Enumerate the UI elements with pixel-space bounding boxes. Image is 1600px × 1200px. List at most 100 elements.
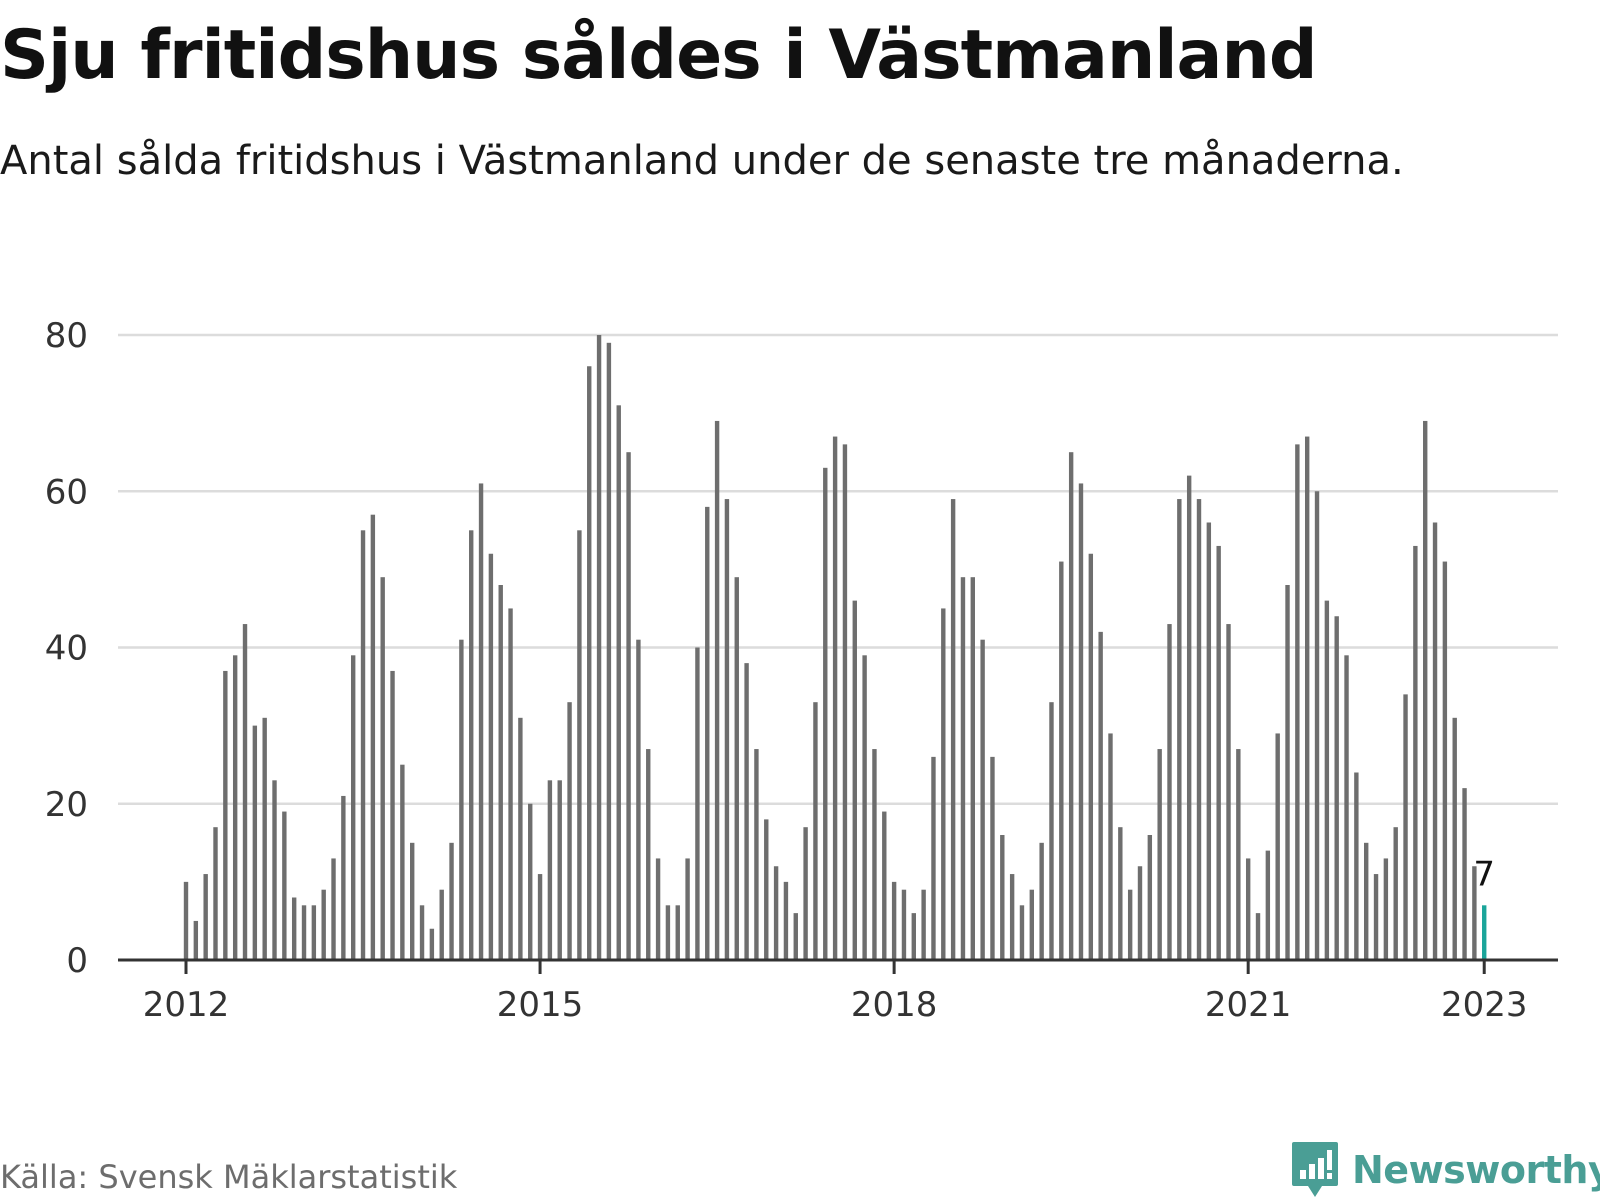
bar bbox=[360, 530, 366, 960]
bar bbox=[1462, 788, 1467, 960]
bar bbox=[1275, 733, 1280, 960]
bar bbox=[783, 881, 789, 960]
bar bbox=[232, 655, 238, 960]
bar bbox=[1285, 585, 1290, 960]
bar bbox=[1452, 717, 1457, 960]
bar bbox=[793, 913, 798, 960]
bar bbox=[1383, 858, 1389, 960]
x-tick-label: 2018 bbox=[851, 985, 938, 1025]
bar bbox=[675, 905, 680, 960]
bar bbox=[439, 889, 444, 960]
bar bbox=[1423, 420, 1428, 960]
bar bbox=[1059, 561, 1064, 960]
bar bbox=[213, 827, 218, 960]
bar bbox=[990, 756, 995, 960]
bar bbox=[1206, 522, 1212, 960]
bar bbox=[970, 577, 975, 960]
bar bbox=[380, 577, 385, 960]
bar bbox=[390, 670, 395, 960]
bar bbox=[891, 881, 897, 960]
bar bbox=[1245, 858, 1251, 960]
bar bbox=[744, 663, 749, 960]
bar bbox=[1236, 749, 1241, 960]
bar bbox=[980, 639, 985, 960]
bar bbox=[901, 889, 907, 960]
bar bbox=[1324, 600, 1330, 960]
bar bbox=[803, 827, 808, 960]
x-tick-label: 2015 bbox=[497, 985, 584, 1025]
bar bbox=[685, 858, 690, 960]
bar bbox=[341, 795, 346, 960]
bar bbox=[478, 483, 484, 960]
bar bbox=[223, 670, 228, 960]
bar bbox=[1196, 499, 1202, 960]
bar bbox=[1068, 452, 1074, 960]
bar bbox=[1295, 444, 1300, 960]
bar bbox=[950, 499, 956, 960]
bar bbox=[488, 553, 494, 960]
labels: 0 20 40 60 80 2012 2015 2018 2021 2023 7 bbox=[45, 316, 1528, 1025]
bar bbox=[813, 702, 818, 960]
bar bbox=[941, 608, 946, 960]
bar bbox=[1137, 866, 1143, 960]
bar bbox=[518, 717, 523, 960]
bar bbox=[596, 335, 602, 960]
bar bbox=[1019, 905, 1025, 960]
bar bbox=[193, 920, 199, 960]
bar bbox=[498, 585, 503, 960]
bar bbox=[1216, 545, 1221, 960]
bar bbox=[705, 506, 710, 960]
bar bbox=[1442, 561, 1448, 960]
y-tick-label: 0 bbox=[66, 941, 88, 981]
bar bbox=[1167, 624, 1172, 960]
y-tick-label: 40 bbox=[45, 629, 88, 669]
bar bbox=[911, 913, 916, 960]
bar bbox=[1029, 889, 1035, 960]
bar bbox=[459, 639, 464, 960]
bar bbox=[1186, 475, 1192, 960]
bar bbox=[410, 842, 415, 960]
bar bbox=[616, 405, 621, 960]
bar bbox=[1472, 866, 1477, 960]
bar bbox=[665, 905, 671, 960]
bar bbox=[1364, 842, 1369, 960]
bar bbox=[1354, 772, 1359, 960]
bar bbox=[872, 749, 877, 960]
newsworthy-logo-icon bbox=[1292, 1142, 1338, 1197]
bar bbox=[852, 600, 857, 960]
bar bbox=[1393, 827, 1398, 960]
source-note: Källa: Svensk Mäklarstatistik bbox=[0, 1158, 458, 1196]
bar bbox=[557, 780, 562, 960]
brand-logo[interactable]: Newsworthy bbox=[1290, 1140, 1600, 1200]
bar bbox=[242, 624, 248, 960]
bar bbox=[272, 780, 277, 960]
chart-title: Sju fritidshus såldes i Västmanland bbox=[0, 16, 1318, 95]
x-tick-label: 2021 bbox=[1205, 985, 1292, 1025]
bar bbox=[1344, 655, 1349, 960]
bar bbox=[587, 366, 592, 960]
bar bbox=[773, 866, 779, 960]
bar bbox=[842, 444, 848, 960]
bar bbox=[1334, 616, 1339, 960]
bar bbox=[321, 889, 326, 960]
y-tick-label: 20 bbox=[45, 785, 88, 825]
bar bbox=[960, 577, 966, 960]
bar-highlight bbox=[1482, 905, 1487, 960]
bar bbox=[1098, 631, 1103, 960]
bar bbox=[577, 530, 582, 960]
bar bbox=[1373, 874, 1379, 960]
bar bbox=[714, 420, 720, 960]
bar bbox=[370, 514, 376, 960]
bar bbox=[1147, 835, 1153, 960]
bar bbox=[882, 811, 887, 960]
bar bbox=[203, 874, 208, 960]
bar bbox=[252, 725, 258, 960]
bar bbox=[695, 647, 700, 960]
y-tick-label: 60 bbox=[45, 472, 88, 512]
bar bbox=[655, 858, 661, 960]
bar bbox=[1157, 749, 1162, 960]
y-tick-label: 80 bbox=[45, 316, 88, 356]
bar bbox=[862, 655, 867, 960]
bar bbox=[419, 905, 425, 960]
bar bbox=[311, 905, 317, 960]
